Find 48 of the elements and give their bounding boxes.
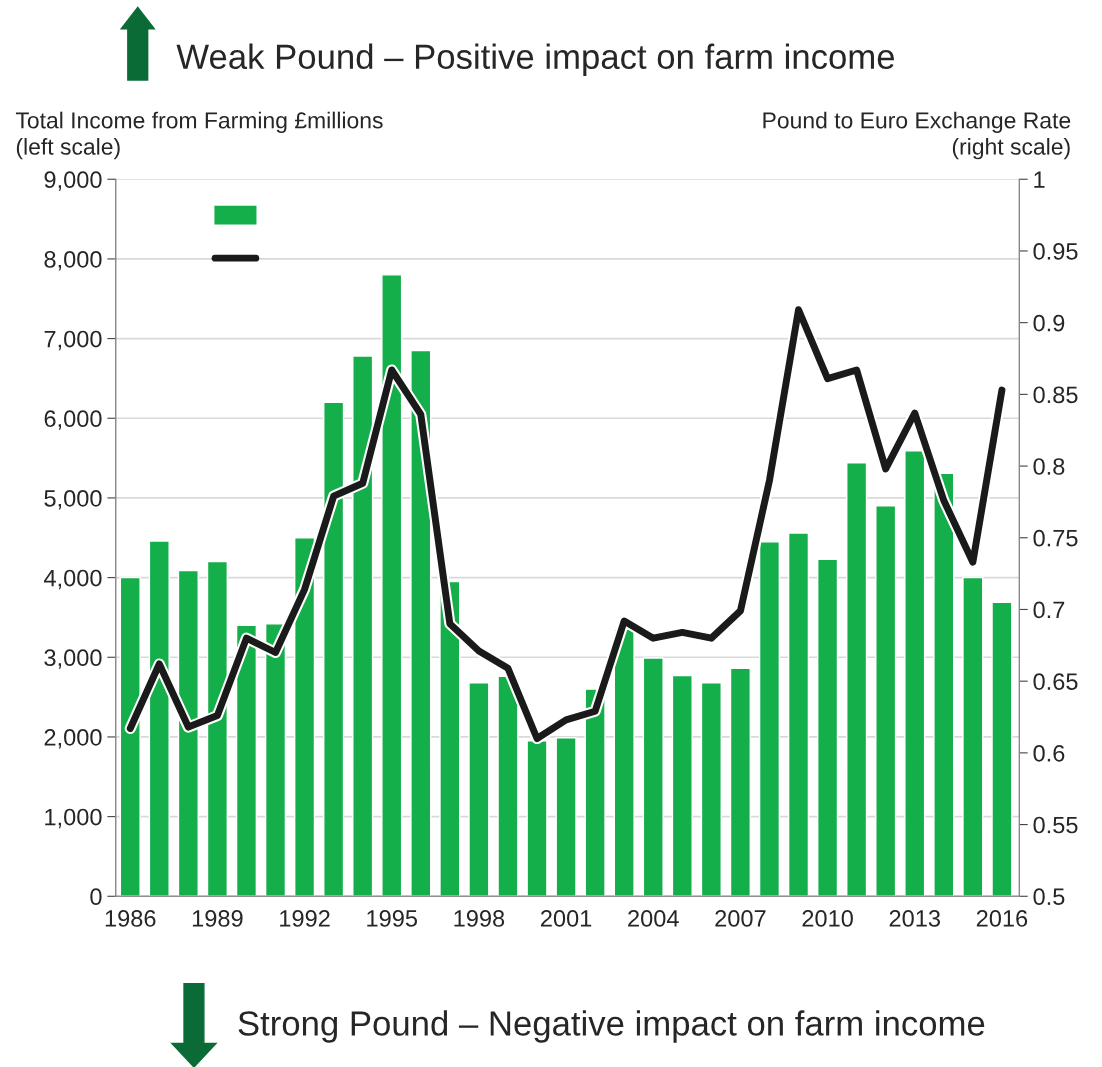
bar	[729, 667, 751, 897]
x-tick-label: 1998	[454, 910, 505, 927]
x-tick-label: 2007	[715, 910, 766, 927]
y2-tick-label: 1	[1034, 171, 1045, 188]
text: Weak Pound – Positive impact on farm income	[176, 43, 895, 76]
bar	[671, 674, 693, 897]
x-tick-label: 1992	[280, 910, 330, 927]
x-tick-label: 2016	[976, 910, 1028, 927]
y2-tick-label: 0.75	[1033, 529, 1078, 547]
y-tick-label: 3,000	[44, 649, 102, 669]
y2-tick-label: 0.85	[1033, 386, 1078, 404]
bar	[700, 682, 722, 897]
x-tick-label: 2004	[628, 910, 679, 927]
y2-tick-label: 0.9	[1033, 314, 1065, 332]
x-tick-label: 2010	[802, 910, 853, 927]
y-axis-title: Total Income from Farming £millions (left scale)	[15, 111, 383, 160]
bar	[875, 505, 897, 897]
y-tick-label: 8,000	[44, 250, 102, 271]
x-tick-label: 1989	[192, 910, 243, 927]
y2-tick-label: 0.55	[1033, 816, 1078, 834]
y-tick-label: 7,000	[44, 330, 102, 351]
bar	[642, 657, 664, 897]
x-tick-label: 2013	[889, 910, 940, 927]
y-tick-label: 9,000	[44, 171, 102, 191]
bar	[991, 601, 1013, 897]
bar	[555, 737, 577, 897]
y2-tick-label: 0.5	[1033, 888, 1065, 906]
y-tick-label: 2,000	[44, 729, 102, 749]
bar	[468, 682, 490, 897]
bar	[962, 576, 984, 897]
y2-tick-label: 0.65	[1033, 673, 1078, 690]
y-tick-label: 4,000	[43, 569, 102, 590]
bar	[846, 462, 868, 897]
y-tick-label: 5,000	[44, 490, 102, 510]
x-tick-label: 1986	[105, 910, 156, 927]
x-tick-label: 2001	[541, 910, 592, 927]
y-tick-label: 6,000	[44, 410, 102, 430]
y2-tick-label: 0.95	[1033, 243, 1078, 260]
y-tick-label: 1,000	[45, 808, 102, 829]
text: Strong Pound – Negative impact on farm income	[238, 1010, 985, 1043]
y2-tick-label: 0.7	[1033, 601, 1065, 619]
y2-tick-label: 0.8	[1033, 458, 1065, 475]
bar	[787, 532, 810, 897]
bar	[817, 558, 839, 897]
x-tick-label: 1995	[367, 910, 418, 927]
y-tick-label: 0	[90, 888, 102, 906]
y2-tick-label: 0.6	[1033, 744, 1065, 762]
y2-axis-title: Pound to Euro Exchange Rate (right scale)	[763, 111, 1071, 160]
